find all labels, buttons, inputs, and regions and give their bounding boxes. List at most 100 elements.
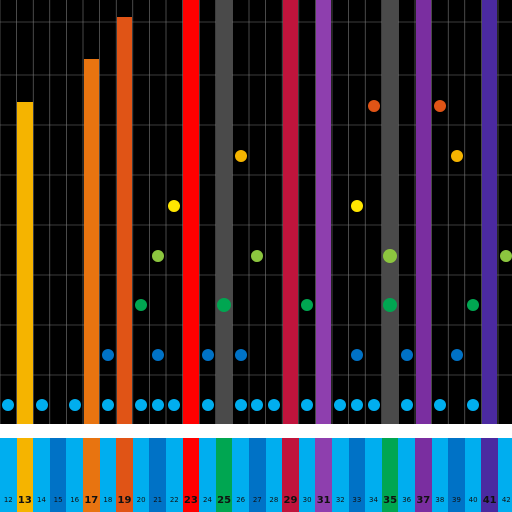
note-bar-35 — [382, 0, 398, 424]
note-dot — [383, 249, 398, 263]
key-label: 22 — [169, 496, 179, 504]
note-bar-29 — [282, 0, 299, 424]
note-dot — [168, 200, 181, 212]
note-dot — [267, 399, 280, 411]
note-dot — [450, 349, 463, 361]
key-label: 39 — [452, 496, 461, 504]
note-dot — [251, 250, 264, 262]
note-dot — [201, 399, 214, 411]
note-dot — [367, 399, 380, 411]
key-label: 30 — [302, 496, 312, 504]
key-label: 35 — [383, 495, 398, 506]
note-dot — [400, 349, 413, 361]
key-14[interactable]: 14 — [33, 438, 50, 512]
key-27[interactable]: 27 — [249, 438, 266, 512]
key-label: 13 — [17, 495, 32, 506]
note-dot — [135, 299, 148, 311]
key-21[interactable]: 21 — [149, 438, 166, 512]
note-dot — [234, 349, 247, 361]
key-24[interactable]: 24 — [199, 438, 216, 512]
note-dot — [101, 349, 114, 361]
key-18[interactable]: 18 — [99, 438, 117, 512]
key-13[interactable]: 13 — [16, 438, 34, 512]
key-16[interactable]: 16 — [66, 438, 83, 512]
key-17[interactable]: 17 — [83, 438, 100, 512]
note-dot — [217, 298, 232, 312]
key-34[interactable]: 34 — [365, 438, 382, 512]
key-label: 15 — [53, 496, 63, 504]
key-label: 17 — [84, 495, 99, 506]
key-26[interactable]: 26 — [232, 438, 249, 512]
key-29[interactable]: 29 — [282, 438, 299, 512]
note-dot — [467, 299, 480, 311]
separator-band — [0, 424, 512, 438]
key-41[interactable]: 41 — [481, 438, 498, 512]
key-label: 36 — [402, 496, 412, 504]
key-25[interactable]: 25 — [215, 438, 233, 512]
note-dot — [350, 349, 363, 361]
key-33[interactable]: 33 — [348, 438, 366, 512]
note-bar-19 — [116, 17, 133, 424]
key-37[interactable]: 37 — [415, 438, 432, 512]
key-15[interactable]: 15 — [49, 438, 67, 512]
note-bar-17 — [83, 59, 100, 424]
key-28[interactable]: 28 — [265, 438, 283, 512]
key-38[interactable]: 38 — [431, 438, 449, 512]
note-dot — [101, 399, 114, 411]
note-dot — [68, 399, 81, 411]
note-bar-25 — [216, 0, 232, 424]
note-bar-37 — [415, 0, 432, 424]
key-36[interactable]: 36 — [398, 438, 415, 512]
note-dot — [350, 399, 363, 411]
note-dot — [500, 250, 512, 262]
note-bar-31 — [315, 0, 332, 424]
key-42[interactable]: 42 — [498, 438, 512, 512]
key-label: 34 — [369, 496, 378, 504]
key-label: 16 — [70, 496, 80, 504]
key-label: 24 — [203, 496, 212, 504]
key-label: 41 — [482, 495, 497, 506]
key-31[interactable]: 31 — [315, 438, 332, 512]
key-label: 12 — [3, 496, 13, 504]
key-label: 40 — [468, 496, 478, 504]
key-label: 23 — [183, 495, 198, 506]
note-dot — [467, 399, 480, 411]
key-35[interactable]: 35 — [381, 438, 399, 512]
key-label: 28 — [269, 496, 279, 504]
note-dot — [135, 399, 148, 411]
note-dot — [2, 399, 15, 411]
note-dot — [334, 399, 347, 411]
note-dot — [151, 349, 164, 361]
key-20[interactable]: 20 — [132, 438, 150, 512]
key-label: 26 — [236, 496, 246, 504]
key-12[interactable]: 12 — [0, 438, 17, 512]
note-dot — [35, 399, 48, 411]
key-label: 37 — [416, 495, 431, 506]
grid-lines — [0, 0, 512, 424]
key-label: 33 — [352, 496, 362, 504]
note-dot — [151, 250, 164, 262]
note-dot — [433, 399, 446, 411]
key-label: 18 — [103, 496, 113, 504]
note-bar-23 — [183, 0, 199, 424]
note-bar-13 — [17, 102, 33, 424]
key-label: 32 — [335, 496, 345, 504]
key-30[interactable]: 30 — [298, 438, 316, 512]
key-19[interactable]: 19 — [116, 438, 133, 512]
key-label: 25 — [217, 495, 232, 506]
key-label: 27 — [252, 496, 262, 504]
note-dot — [151, 399, 164, 411]
key-label: 29 — [283, 495, 298, 506]
key-32[interactable]: 32 — [332, 438, 349, 512]
key-label: 31 — [316, 495, 331, 506]
key-label: 38 — [435, 496, 445, 504]
note-dot — [383, 298, 398, 312]
note-bar-41 — [481, 0, 498, 424]
key-22[interactable]: 22 — [166, 438, 183, 512]
key-label: 42 — [501, 496, 511, 504]
key-39[interactable]: 39 — [448, 438, 465, 512]
key-40[interactable]: 40 — [464, 438, 482, 512]
key-label: 14 — [37, 496, 46, 504]
key-23[interactable]: 23 — [182, 438, 200, 512]
